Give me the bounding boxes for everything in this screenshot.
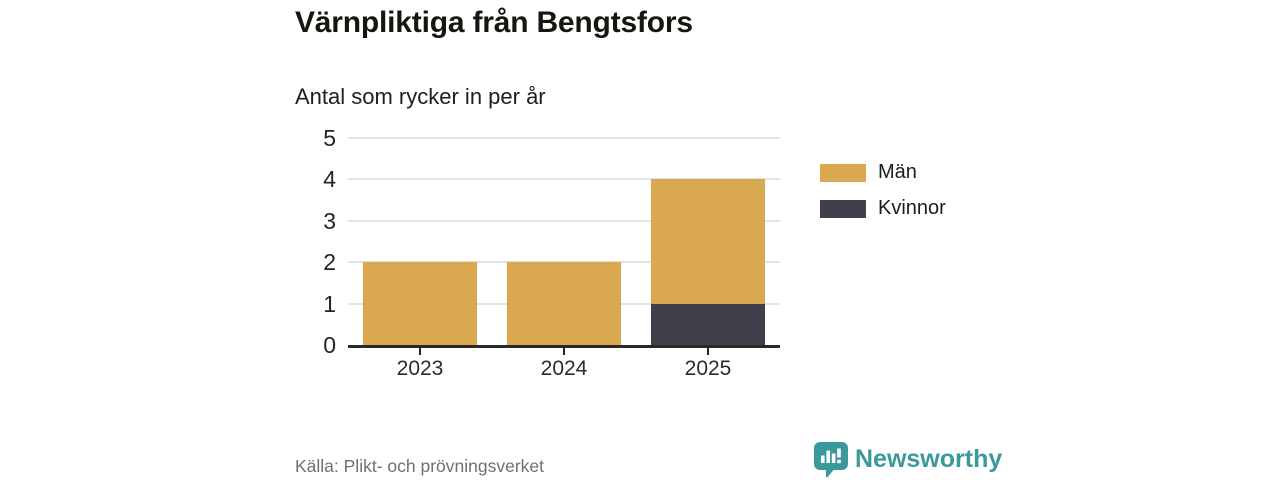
x-axis-tick-2025 — [707, 348, 709, 355]
x-axis-label-2025: 2025 — [684, 357, 732, 380]
plot-area: 0 1 2 3 4 5 2023 2024 2025 — [323, 125, 780, 380]
gridline-y3 — [348, 219, 780, 222]
gridline-y4 — [348, 178, 780, 181]
newsworthy-bubble-chart-icon — [814, 442, 848, 480]
chart-title: Värnpliktiga från Bengtsfors — [295, 6, 693, 39]
y-axis-label-5: 5 — [323, 125, 336, 151]
x-axis-label-2023: 2023 — [396, 357, 444, 380]
x-axis-label-2024: 2024 — [540, 357, 588, 380]
legend-swatch-women — [820, 199, 866, 218]
y-axis-label-0: 0 — [323, 332, 336, 358]
y-axis-label-3: 3 — [323, 207, 336, 234]
legend-swatch-men — [820, 163, 866, 182]
legend-item-men: Män — [820, 161, 946, 184]
brand-logo: Newsworthy — [814, 442, 1002, 480]
x-axis-tick-2023 — [419, 348, 421, 355]
legend-label-women: Kvinnor — [878, 197, 946, 219]
gridline-y5 — [348, 137, 780, 139]
brand-name: Newsworthy — [855, 445, 1003, 473]
y-axis-label-1: 1 — [323, 290, 336, 317]
legend: Män Kvinnor — [820, 161, 946, 220]
source-note: Källa: Plikt- och prövningsverket — [295, 456, 544, 476]
legend-item-women: Kvinnor — [820, 197, 946, 220]
legend-label-men: Män — [878, 161, 917, 183]
y-axis-label-2: 2 — [323, 249, 336, 276]
bar-2025-män — [651, 179, 765, 304]
chart-subtitle: Antal som rycker in per år — [295, 84, 546, 109]
bar-2024-män — [507, 262, 621, 345]
bar-2023-män — [363, 262, 477, 345]
x-axis-tick-2024 — [563, 348, 565, 355]
y-axis-label-4: 4 — [323, 166, 336, 193]
bar-2025-kvinnor — [651, 303, 765, 345]
